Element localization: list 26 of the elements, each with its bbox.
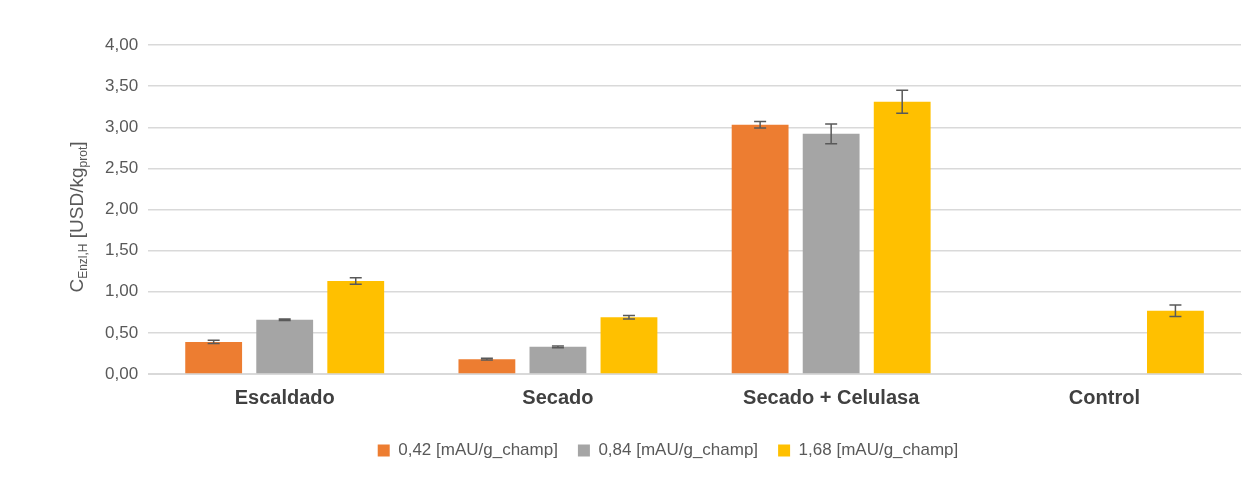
y-tick-label: 4,00 [104,34,139,54]
legend-label: 1,68 [mAU/g_champ] [798,440,959,460]
y-tick-label: 3,50 [104,75,139,95]
y-tick-label: 1,50 [104,240,139,260]
x-tick-label: Secado [522,385,594,408]
bar [256,319,314,374]
y-tick-label: 2,00 [104,199,139,219]
bar [600,317,658,374]
x-tick-label: Control [1068,385,1140,408]
bar [529,346,587,374]
bar [1147,310,1204,374]
y-tick-label: 0,00 [104,363,139,383]
bar [185,341,243,374]
x-tick-label: Escaldado [234,385,335,408]
legend-label: 0,84 [mAU/g_champ] [598,440,759,460]
y-tick-label: 3,00 [104,116,139,136]
bar [802,133,860,374]
legend-label: 0,42 [mAU/g_champ] [398,440,558,460]
bar [458,359,516,374]
bar [327,281,385,374]
y-tick-label: 1,00 [104,281,139,301]
y-tick-label: 0,50 [104,322,139,342]
x-tick-label: Secado + Celulasa [743,385,921,408]
bar [873,101,931,374]
bar [731,124,789,374]
y-tick-label: 2,50 [104,158,139,178]
